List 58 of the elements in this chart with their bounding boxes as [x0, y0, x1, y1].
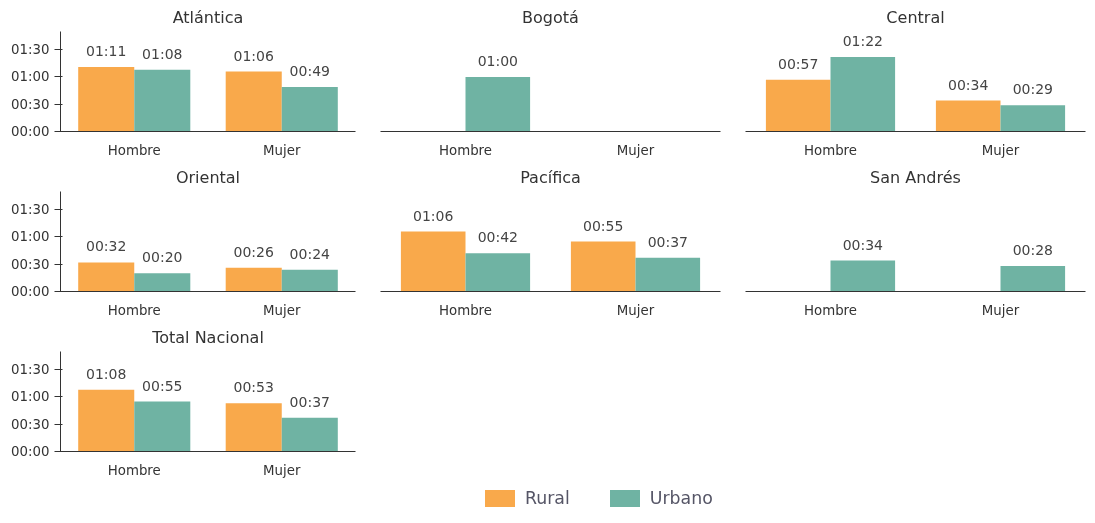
- y-tick-label: 00:00: [11, 444, 50, 459]
- x-tick-label: Mujer: [616, 302, 655, 318]
- data-label: 00:37: [647, 233, 688, 250]
- data-label: 00:42: [477, 229, 518, 246]
- data-label: 01:06: [233, 47, 274, 64]
- x-tick-label: Mujer: [263, 142, 301, 158]
- data-label: 00:28: [1012, 242, 1053, 259]
- legend-label: Urbano: [649, 487, 713, 508]
- y-tick-label: 00:00: [11, 284, 50, 299]
- data-label: 00:55: [142, 377, 183, 394]
- data-label: 00:55: [583, 217, 624, 234]
- chart-title: Oriental: [175, 167, 241, 187]
- chart-title: San Andrés: [870, 167, 961, 187]
- data-label: 00:26: [233, 243, 274, 260]
- data-label: 00:49: [289, 62, 330, 79]
- chart-title: Pacífica: [520, 167, 581, 187]
- y-tick-label: 01:00: [11, 69, 50, 85]
- y-tick-label: 01:00: [11, 229, 50, 245]
- chart-title: Total Nacional: [151, 327, 264, 347]
- x-tick-label: Mujer: [981, 302, 1020, 318]
- y-tick-label: 00:30: [11, 256, 50, 272]
- data-label: 01:11: [86, 42, 127, 59]
- data-label: 00:24: [289, 245, 331, 262]
- data-label: 01:06: [413, 207, 454, 224]
- data-label: 00:32: [86, 238, 127, 255]
- y-tick-label: 00:00: [11, 124, 50, 139]
- y-tick-label: 00:30: [11, 96, 50, 112]
- data-label: 00:20: [142, 249, 183, 266]
- data-label: 00:29: [1012, 81, 1053, 98]
- x-tick-label: Hombre: [107, 462, 161, 478]
- chart-title: Atlántica: [172, 7, 244, 27]
- data-label: 01:00: [477, 52, 518, 69]
- y-tick-label: 01:30: [11, 202, 50, 218]
- x-tick-label: Hombre: [439, 302, 493, 318]
- data-label: 01:08: [142, 45, 183, 62]
- data-label: 01:08: [86, 365, 127, 382]
- data-label: 00:37: [289, 393, 330, 410]
- data-label: 00:53: [233, 379, 274, 396]
- data-label: 01:22: [842, 32, 883, 49]
- data-label: 00:57: [778, 55, 819, 72]
- x-tick-label: Mujer: [981, 142, 1020, 158]
- x-tick-label: Mujer: [616, 142, 655, 158]
- x-tick-label: Hombre: [107, 302, 161, 318]
- x-tick-label: Hombre: [439, 142, 493, 158]
- y-tick-label: 00:30: [11, 416, 50, 432]
- y-tick-label: 01:00: [11, 389, 50, 405]
- legend-label: Rural: [525, 487, 570, 508]
- chart-title: Bogotá: [522, 7, 579, 27]
- chart-title: Central: [886, 7, 945, 27]
- y-tick-label: 01:30: [11, 362, 50, 378]
- x-tick-label: Hombre: [804, 142, 858, 158]
- x-tick-label: Hombre: [804, 302, 858, 318]
- data-label: 00:34: [842, 236, 884, 253]
- x-tick-label: Mujer: [263, 462, 301, 478]
- data-label: 00:34: [948, 76, 989, 93]
- x-tick-label: Hombre: [107, 142, 161, 158]
- y-tick-label: 01:30: [11, 42, 50, 58]
- x-tick-label: Mujer: [263, 302, 301, 318]
